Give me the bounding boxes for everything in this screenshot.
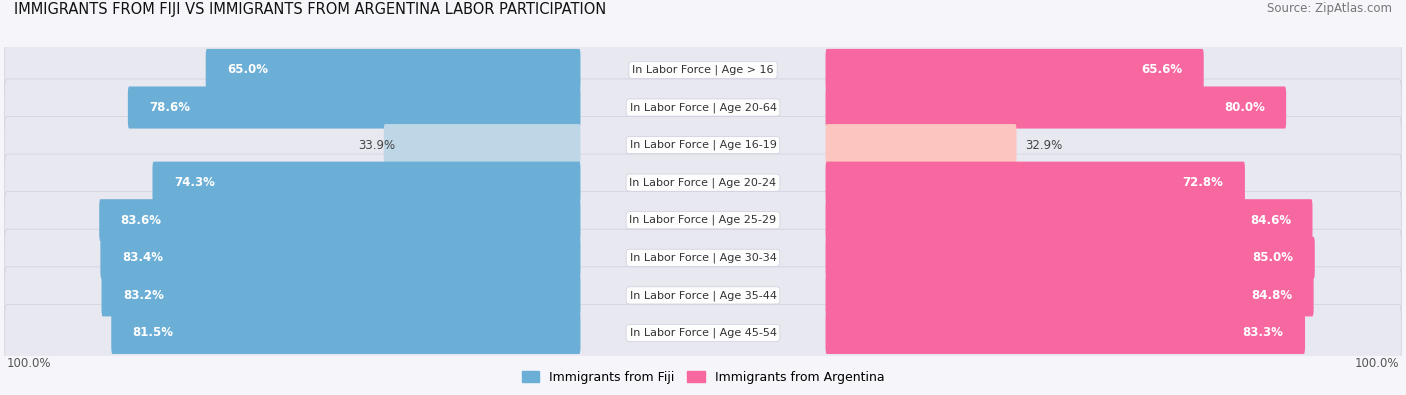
Text: 84.6%: 84.6% — [1250, 214, 1291, 227]
Text: 33.9%: 33.9% — [359, 139, 395, 152]
Text: 81.5%: 81.5% — [132, 326, 174, 339]
Text: In Labor Force | Age 45-54: In Labor Force | Age 45-54 — [630, 328, 776, 338]
FancyBboxPatch shape — [4, 154, 1402, 211]
Text: In Labor Force | Age 30-34: In Labor Force | Age 30-34 — [630, 252, 776, 263]
FancyBboxPatch shape — [825, 124, 1017, 166]
Text: 85.0%: 85.0% — [1253, 251, 1294, 264]
FancyBboxPatch shape — [101, 275, 581, 316]
Text: 84.8%: 84.8% — [1251, 289, 1292, 302]
FancyBboxPatch shape — [825, 275, 1313, 316]
FancyBboxPatch shape — [825, 312, 1305, 354]
FancyBboxPatch shape — [4, 192, 1402, 249]
Text: 100.0%: 100.0% — [1355, 357, 1399, 371]
Text: In Labor Force | Age 25-29: In Labor Force | Age 25-29 — [630, 215, 776, 226]
Text: In Labor Force | Age > 16: In Labor Force | Age > 16 — [633, 65, 773, 75]
Text: 80.0%: 80.0% — [1223, 101, 1265, 114]
Text: IMMIGRANTS FROM FIJI VS IMMIGRANTS FROM ARGENTINA LABOR PARTICIPATION: IMMIGRANTS FROM FIJI VS IMMIGRANTS FROM … — [14, 2, 606, 17]
FancyBboxPatch shape — [825, 49, 1204, 91]
Text: 74.3%: 74.3% — [174, 176, 215, 189]
FancyBboxPatch shape — [4, 117, 1402, 174]
FancyBboxPatch shape — [205, 49, 581, 91]
Text: In Labor Force | Age 20-64: In Labor Force | Age 20-64 — [630, 102, 776, 113]
Text: 32.9%: 32.9% — [1025, 139, 1063, 152]
Text: 83.3%: 83.3% — [1243, 326, 1284, 339]
FancyBboxPatch shape — [4, 229, 1402, 286]
Text: In Labor Force | Age 20-24: In Labor Force | Age 20-24 — [630, 177, 776, 188]
FancyBboxPatch shape — [825, 199, 1312, 241]
Text: Source: ZipAtlas.com: Source: ZipAtlas.com — [1267, 2, 1392, 15]
Text: 78.6%: 78.6% — [149, 101, 190, 114]
Text: In Labor Force | Age 16-19: In Labor Force | Age 16-19 — [630, 140, 776, 150]
FancyBboxPatch shape — [4, 305, 1402, 361]
Text: 83.6%: 83.6% — [121, 214, 162, 227]
FancyBboxPatch shape — [825, 162, 1244, 204]
FancyBboxPatch shape — [111, 312, 581, 354]
Text: 83.4%: 83.4% — [122, 251, 163, 264]
FancyBboxPatch shape — [100, 237, 581, 279]
FancyBboxPatch shape — [384, 124, 581, 166]
FancyBboxPatch shape — [825, 87, 1286, 128]
FancyBboxPatch shape — [4, 41, 1402, 98]
FancyBboxPatch shape — [128, 87, 581, 128]
Legend: Immigrants from Fiji, Immigrants from Argentina: Immigrants from Fiji, Immigrants from Ar… — [517, 366, 889, 389]
Text: 65.6%: 65.6% — [1142, 64, 1182, 77]
FancyBboxPatch shape — [152, 162, 581, 204]
Text: 83.2%: 83.2% — [122, 289, 165, 302]
Text: In Labor Force | Age 35-44: In Labor Force | Age 35-44 — [630, 290, 776, 301]
FancyBboxPatch shape — [4, 267, 1402, 324]
FancyBboxPatch shape — [825, 237, 1315, 279]
Text: 72.8%: 72.8% — [1182, 176, 1223, 189]
FancyBboxPatch shape — [4, 79, 1402, 136]
Text: 100.0%: 100.0% — [7, 357, 51, 371]
Text: 65.0%: 65.0% — [228, 64, 269, 77]
FancyBboxPatch shape — [100, 199, 581, 241]
